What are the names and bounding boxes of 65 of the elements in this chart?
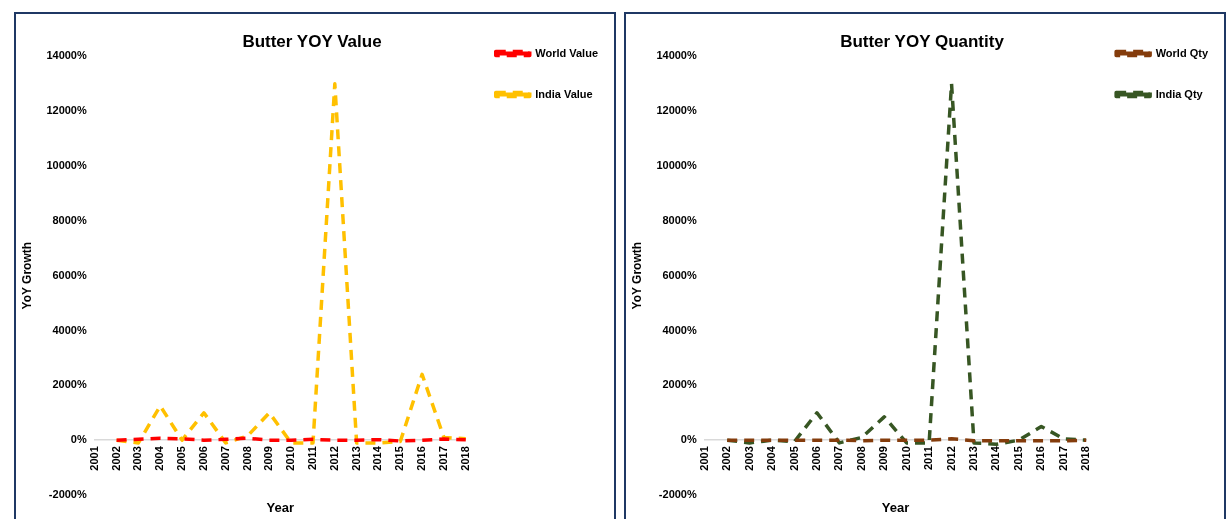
line-series	[114, 82, 468, 445]
y-tick-label: 10000%	[656, 159, 697, 172]
y-tick-label: -2000%	[658, 488, 697, 501]
x-tick-label: 2008	[854, 446, 867, 471]
x-tick-label: 2001	[87, 446, 100, 471]
x-tick-label: 2007	[218, 446, 231, 471]
x-tick-label: 2002	[720, 446, 733, 471]
x-tick-label: 2013	[349, 446, 362, 471]
x-tick-label: 2008	[240, 446, 253, 471]
x-tick-label: 2004	[153, 445, 166, 471]
y-tick-label: 6000%	[662, 268, 697, 281]
y-tick-label: 6000%	[52, 268, 87, 281]
x-axis-title: Year	[266, 500, 294, 516]
y-tick-label: 4000%	[662, 323, 697, 336]
y-tick-label: 2000%	[662, 378, 697, 391]
x-tick-label: 2001	[697, 446, 710, 471]
x-tick-label: 2015	[393, 446, 406, 471]
x-tick-label: 2014	[371, 445, 384, 471]
x-tick-label: 2003	[742, 446, 755, 471]
y-tick-label: 12000%	[46, 104, 87, 117]
x-tick-label: 2014	[989, 445, 1002, 471]
y-tick-label: 14000%	[46, 49, 87, 62]
y-tick-label: 2000%	[52, 378, 87, 391]
x-tick-label: 2010	[899, 446, 912, 471]
x-tick-label: 2011	[306, 446, 319, 471]
y-tick-label: 14000%	[656, 49, 697, 62]
legend-label: India Value	[535, 87, 593, 100]
x-tick-label: 2007	[832, 446, 845, 471]
x-axis-title: Year	[881, 500, 910, 516]
y-tick-label: -2000%	[48, 488, 87, 501]
y-tick-label: 12000%	[656, 104, 697, 117]
x-tick-label: 2018	[458, 446, 471, 471]
x-tick-label: 2011	[922, 446, 935, 471]
x-tick-label: 2002	[109, 446, 122, 471]
x-tick-label: 2005	[175, 446, 188, 471]
y-tick-label: 8000%	[52, 213, 87, 226]
x-tick-label: 2009	[877, 446, 890, 471]
legend-label: India Qty	[1155, 87, 1204, 100]
x-tick-label: 2016	[1034, 446, 1047, 471]
x-tick-label: 2003	[131, 446, 144, 471]
y-tick-label: 0%	[70, 433, 87, 446]
x-tick-label: 2004	[765, 445, 778, 471]
legend-label: World Qty	[1155, 46, 1209, 59]
x-tick-label: 2015	[1011, 446, 1024, 471]
chart-title: Butter YOY Value	[242, 31, 382, 51]
x-tick-label: 2012	[327, 446, 340, 471]
y-tick-label: 8000%	[662, 213, 697, 226]
x-tick-label: 2006	[196, 446, 209, 471]
x-tick-label: 2010	[284, 446, 297, 471]
y-axis-title: YoY Growth	[629, 241, 644, 310]
x-tick-label: 2012	[944, 446, 957, 471]
x-tick-label: 2018	[1079, 446, 1092, 471]
x-tick-label: 2013	[967, 446, 980, 471]
x-tick-label: 2009	[262, 446, 275, 471]
x-tick-label: 2017	[436, 446, 449, 471]
chart-title: Butter YOY Quantity	[840, 31, 1005, 51]
x-tick-label: 2017	[1056, 446, 1069, 471]
y-tick-label: 4000%	[52, 323, 87, 336]
y-axis-title: YoY Growth	[19, 241, 34, 310]
x-tick-label: 2006	[809, 446, 822, 471]
y-tick-label: 0%	[680, 433, 697, 446]
x-tick-label: 2005	[787, 446, 800, 471]
legend-label: World Value	[535, 46, 599, 59]
x-tick-label: 2016	[415, 446, 428, 471]
y-tick-label: 10000%	[46, 159, 87, 172]
